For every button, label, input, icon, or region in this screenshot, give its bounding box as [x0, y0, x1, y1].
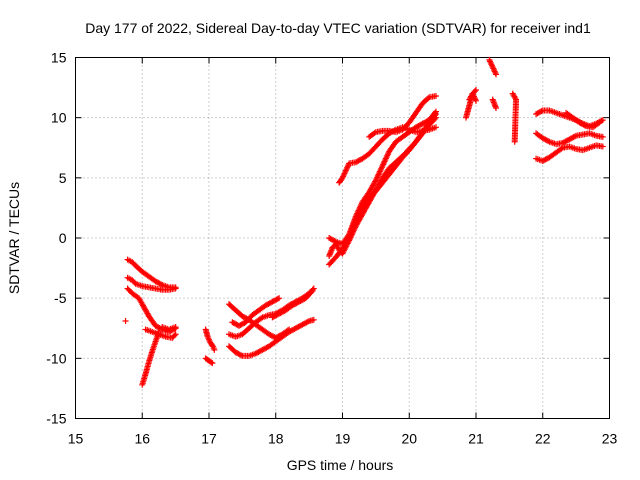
data-point: [571, 133, 578, 140]
series-trace-r: [336, 124, 439, 186]
data-point: [432, 93, 439, 100]
y-tick-label: 5: [59, 170, 67, 186]
data-point: [431, 109, 438, 116]
x-tick-label: 16: [134, 431, 150, 447]
series-trace-b: [124, 274, 179, 293]
data-point: [284, 327, 291, 334]
data-point: [599, 133, 606, 140]
x-tick-label: 19: [335, 431, 351, 447]
data-point: [473, 86, 479, 93]
grid: [75, 57, 610, 419]
data-point: [304, 318, 311, 325]
data-point: [172, 331, 179, 338]
y-axis-label: SDTVAR / TECUs: [6, 182, 22, 294]
x-tick-label: 23: [602, 431, 618, 447]
data-point: [595, 120, 602, 127]
data-point: [308, 289, 315, 296]
x-axis-label: GPS time / hours: [287, 457, 394, 473]
series-trace-p: [326, 111, 439, 268]
data-point: [599, 117, 606, 124]
data-point: [157, 281, 164, 288]
data-point: [172, 324, 179, 331]
data-point: [511, 138, 518, 145]
data-point: [172, 285, 179, 292]
data-point: [331, 237, 338, 244]
data-point: [309, 287, 316, 294]
y-tick-label: 15: [51, 50, 67, 66]
data-point: [208, 359, 215, 366]
data-point: [581, 122, 588, 129]
series-trace-q: [326, 108, 439, 248]
data-marks: [122, 56, 606, 388]
data-point: [545, 138, 552, 145]
data-point: [258, 315, 265, 322]
x-tick-label: 15: [68, 431, 84, 447]
x-tick-labels: 15 16 17 18 19 20 21 22 23: [68, 431, 618, 447]
data-point: [432, 108, 439, 115]
data-point: [425, 95, 432, 102]
series-trace-h: [202, 326, 218, 353]
y-tick-label: -5: [54, 290, 67, 306]
x-tick-label: 20: [401, 431, 417, 447]
data-point: [276, 295, 283, 302]
data-point: [155, 328, 162, 335]
series-trace-i: [202, 355, 216, 367]
data-point: [122, 318, 129, 325]
data-point: [558, 145, 565, 152]
data-point: [310, 316, 317, 323]
series-trace-x: [509, 90, 520, 145]
series-trace-a: [124, 256, 179, 291]
axis-ticks: [75, 57, 610, 419]
data-point: [371, 130, 378, 137]
x-tick-label: 22: [535, 431, 551, 447]
series-trace-z: [533, 130, 606, 148]
series-trace-w: [489, 96, 500, 112]
data-point: [209, 360, 216, 367]
data-point: [274, 295, 281, 302]
y-tick-label: 0: [59, 230, 67, 246]
chart-title: Day 177 of 2022, Sidereal Day-to-day VTE…: [85, 20, 591, 36]
series-trace-ab: [563, 109, 603, 131]
data-point: [286, 326, 293, 333]
y-tick-label: 10: [51, 110, 67, 126]
x-tick-label: 17: [201, 431, 217, 447]
data-point: [599, 143, 606, 150]
series-trace-g: [159, 324, 179, 333]
series-trace-e: [139, 328, 162, 388]
series-trace-t: [462, 86, 479, 121]
data-point: [171, 332, 178, 339]
data-point: [538, 108, 545, 115]
y-tick-label: -10: [46, 350, 66, 366]
y-tick-label: -15: [46, 411, 66, 427]
series-trace-n: [269, 287, 316, 321]
data-point: [432, 124, 439, 131]
y-tick-labels: -15 -10 -5 0 5 10 15: [46, 50, 66, 427]
series-trace-u: [466, 90, 479, 104]
series-trace-aa: [533, 142, 606, 164]
series-trace-v: [486, 56, 500, 78]
series-trace-m: [229, 295, 283, 329]
data-point: [596, 119, 603, 126]
data-point: [238, 352, 245, 359]
data-point: [493, 105, 500, 112]
x-tick-label: 18: [268, 431, 284, 447]
data-point: [211, 346, 218, 353]
series-trace-s: [366, 93, 439, 140]
data-point: [493, 71, 500, 78]
series-trace-f: [122, 318, 129, 325]
data-point: [473, 97, 479, 104]
x-tick-label: 21: [468, 431, 484, 447]
data-point: [209, 342, 216, 349]
